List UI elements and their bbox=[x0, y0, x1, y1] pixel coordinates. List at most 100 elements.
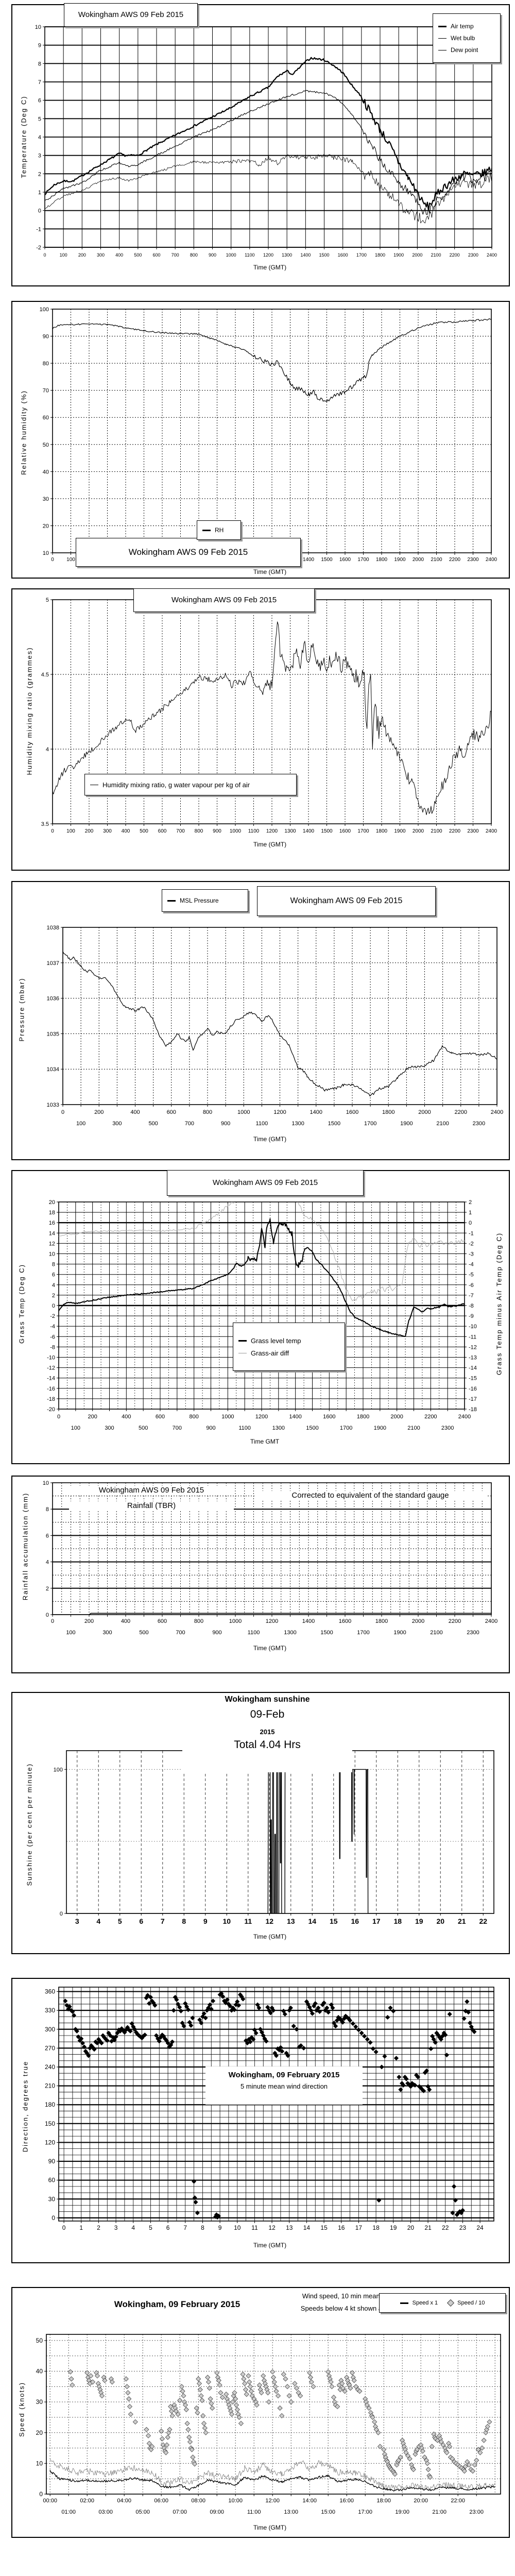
svg-text:2300: 2300 bbox=[467, 557, 479, 563]
svg-text:600: 600 bbox=[152, 252, 160, 258]
svg-text:10:00: 10:00 bbox=[228, 2498, 243, 2504]
grass-temp-legend: Grass level temp Grass-air diff bbox=[233, 1323, 345, 1371]
svg-text:1300: 1300 bbox=[284, 828, 296, 834]
svg-text:1038: 1038 bbox=[47, 925, 59, 931]
svg-text:1600: 1600 bbox=[339, 557, 351, 563]
svg-text:6: 6 bbox=[52, 1272, 55, 1278]
svg-text:-9: -9 bbox=[469, 1313, 474, 1319]
svg-text:600: 600 bbox=[158, 1618, 167, 1624]
svg-text:02:00: 02:00 bbox=[80, 2498, 94, 2504]
legend-item: Air temp bbox=[438, 23, 495, 30]
svg-text:-14: -14 bbox=[469, 1365, 477, 1371]
chart-note: Corrected to equivalent of the standard … bbox=[254, 1491, 486, 1500]
y-axis-title: Sunshine (per cent per minute) bbox=[25, 1763, 33, 1886]
svg-text:500: 500 bbox=[139, 1425, 148, 1431]
svg-text:23: 23 bbox=[459, 2224, 467, 2231]
svg-text:100: 100 bbox=[76, 1121, 85, 1127]
svg-text:11: 11 bbox=[244, 1917, 252, 1925]
svg-text:1035: 1035 bbox=[47, 1031, 59, 1037]
svg-text:-3: -3 bbox=[469, 1251, 474, 1258]
temperature-legend: Air temp Wet bulb Dew point bbox=[433, 13, 501, 63]
svg-text:360: 360 bbox=[45, 1988, 55, 1995]
svg-text:1000: 1000 bbox=[237, 1109, 250, 1115]
svg-text:12: 12 bbox=[265, 1917, 273, 1925]
svg-text:1200: 1200 bbox=[255, 1414, 268, 1420]
svg-text:1600: 1600 bbox=[338, 252, 348, 258]
y-axis-title: Humidity mixing ratio (grammes) bbox=[25, 647, 33, 775]
svg-text:700: 700 bbox=[176, 828, 185, 834]
svg-text:-11: -11 bbox=[469, 1334, 476, 1340]
y-axis-title: Relative humidity (%) bbox=[20, 390, 28, 475]
svg-text:13: 13 bbox=[287, 1917, 295, 1925]
mixing-ratio-legend: Humidity mixing ratio, g water vapour pe… bbox=[84, 774, 297, 795]
svg-text:-10: -10 bbox=[47, 1355, 55, 1361]
svg-text:15:00: 15:00 bbox=[321, 2509, 335, 2515]
y-axis-title: Rainfall accumulation (mm) bbox=[21, 1492, 29, 1601]
svg-text:-12: -12 bbox=[469, 1344, 477, 1350]
svg-text:1600: 1600 bbox=[339, 1618, 351, 1624]
svg-text:22: 22 bbox=[479, 1917, 487, 1925]
svg-text:900: 900 bbox=[213, 828, 221, 834]
svg-text:1600: 1600 bbox=[339, 828, 351, 834]
svg-text:300: 300 bbox=[103, 828, 112, 834]
mixing-ratio-plot: 0 100 200 300 400 500 600 700 800 900 1000 1100 1200… bbox=[41, 597, 497, 834]
pressure-line-icon bbox=[167, 900, 176, 902]
svg-text:1400: 1400 bbox=[310, 1109, 322, 1115]
svg-text:3.5: 3.5 bbox=[41, 821, 49, 827]
svg-text:500: 500 bbox=[140, 828, 148, 834]
svg-text:1500: 1500 bbox=[319, 252, 329, 258]
svg-text:200: 200 bbox=[78, 252, 86, 258]
pressure-plot: 0 100 200 300 400 500 600 700 800 900 1000 1100 1200… bbox=[47, 925, 504, 1127]
svg-text:0: 0 bbox=[62, 2224, 66, 2231]
svg-text:1400: 1400 bbox=[302, 1618, 315, 1624]
svg-text:200: 200 bbox=[94, 1109, 104, 1115]
svg-text:1700: 1700 bbox=[356, 252, 367, 258]
y-axis-title: Pressure (mbar) bbox=[18, 977, 26, 1042]
wind-speed-legend: Speed x 1 Speed / 10 bbox=[379, 2293, 506, 2313]
svg-text:0: 0 bbox=[57, 1414, 60, 1420]
svg-text:8: 8 bbox=[52, 1262, 55, 1268]
svg-text:300: 300 bbox=[102, 1630, 112, 1636]
x-axis-title: Time (GMT) bbox=[253, 1645, 287, 1652]
svg-text:180: 180 bbox=[45, 2101, 55, 2108]
svg-text:210: 210 bbox=[45, 2082, 55, 2090]
wind-speed-chart-panel: 00:00 01:00 02:00 03:00 04:00 05:00 06:00 07:00… bbox=[11, 2287, 510, 2538]
svg-text:1300: 1300 bbox=[282, 252, 292, 258]
svg-text:4: 4 bbox=[38, 134, 41, 141]
svg-text:2100: 2100 bbox=[431, 557, 442, 563]
rainfall-chart-panel: 0 100 200 300 400 500 600 700 800 900 1000 1100 1200… bbox=[11, 1476, 510, 1673]
svg-text:2: 2 bbox=[52, 1293, 55, 1299]
svg-text:1036: 1036 bbox=[47, 996, 59, 1002]
svg-text:10: 10 bbox=[222, 1917, 231, 1925]
svg-text:6: 6 bbox=[166, 2224, 170, 2231]
temperature-plot: 0 100 200 300 400 500 600 700 800 900 1000 1100 1200… bbox=[35, 24, 497, 258]
legend-item: Dew point bbox=[438, 46, 495, 54]
svg-text:2200: 2200 bbox=[424, 1414, 437, 1420]
svg-text:16: 16 bbox=[49, 1220, 55, 1226]
svg-text:1037: 1037 bbox=[47, 960, 59, 967]
svg-text:17: 17 bbox=[355, 2224, 363, 2231]
svg-text:90: 90 bbox=[48, 2158, 56, 2165]
svg-text:14: 14 bbox=[308, 1917, 316, 1925]
svg-text:0: 0 bbox=[60, 1911, 63, 1917]
svg-text:600: 600 bbox=[158, 828, 167, 834]
svg-text:300: 300 bbox=[45, 2026, 55, 2033]
svg-text:08:00: 08:00 bbox=[191, 2498, 205, 2504]
svg-text:1900: 1900 bbox=[394, 557, 406, 563]
svg-text:-8: -8 bbox=[50, 1344, 55, 1350]
svg-text:1100: 1100 bbox=[245, 252, 254, 258]
svg-text:1: 1 bbox=[79, 2224, 83, 2231]
svg-text:22: 22 bbox=[442, 2224, 449, 2231]
svg-text:300: 300 bbox=[105, 1425, 114, 1431]
wind-speed-plot: 00:00 01:00 02:00 03:00 04:00 05:00 06:00 07:00… bbox=[36, 2334, 501, 2515]
svg-text:-8: -8 bbox=[469, 1303, 474, 1309]
svg-text:10: 10 bbox=[35, 24, 41, 30]
svg-text:1700: 1700 bbox=[364, 1121, 376, 1127]
svg-text:1300: 1300 bbox=[284, 1630, 296, 1636]
chart-subtitle: 5 minute mean wind direction bbox=[240, 2082, 328, 2090]
svg-text:3: 3 bbox=[38, 153, 41, 159]
svg-text:20: 20 bbox=[407, 2224, 415, 2231]
svg-text:4: 4 bbox=[46, 1560, 49, 1566]
svg-text:900: 900 bbox=[212, 1630, 221, 1636]
svg-text:17:00: 17:00 bbox=[358, 2509, 372, 2515]
